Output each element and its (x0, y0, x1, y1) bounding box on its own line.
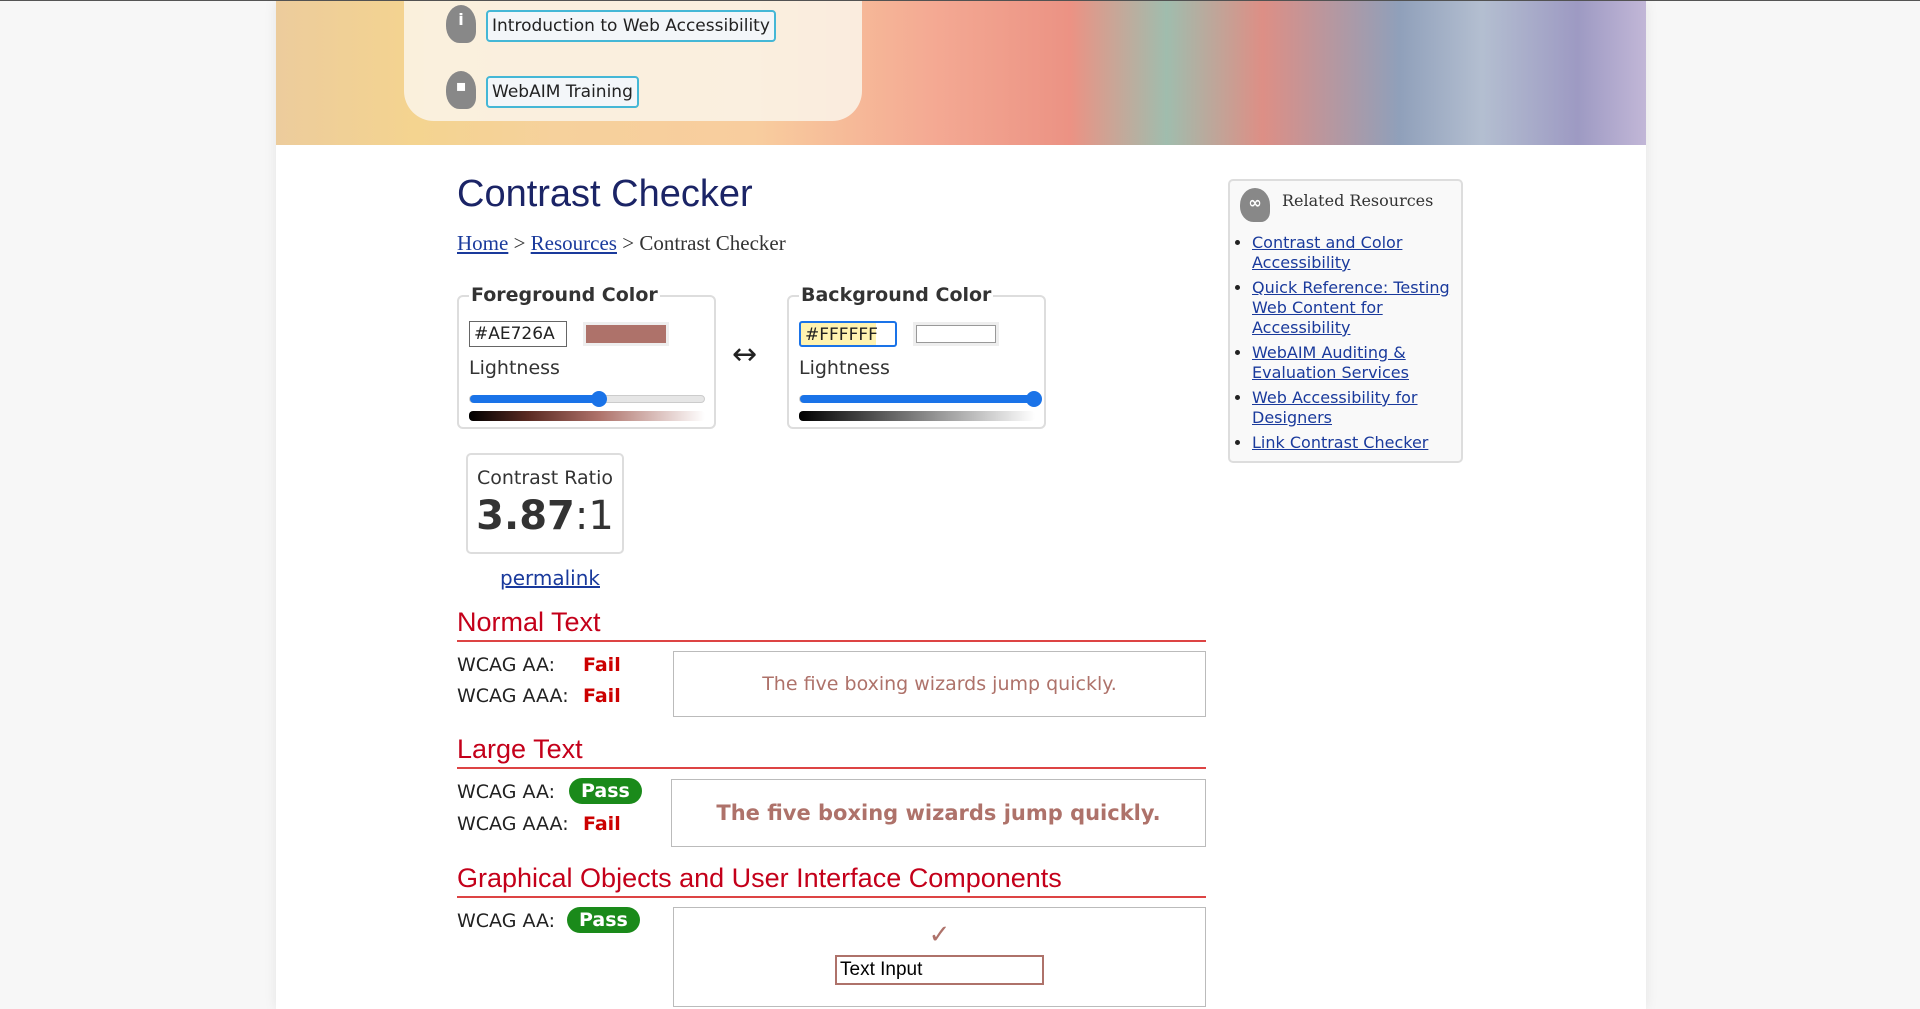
graphical-heading: Graphical Objects and User Interface Com… (457, 863, 1206, 898)
foreground-lightness-label: Lightness (469, 357, 560, 379)
sample-text-input[interactable]: Text Input (835, 955, 1044, 985)
large-text-heading: Large Text (457, 734, 1206, 769)
breadcrumb-resources[interactable]: Resources (530, 231, 617, 255)
training-head-icon: ▪ (446, 71, 476, 109)
swap-colors-button[interactable]: ↔ (732, 337, 758, 372)
slider-fill (800, 395, 1034, 403)
contrast-ratio-label: Contrast Ratio (476, 467, 613, 489)
foreground-swatch[interactable] (583, 322, 669, 346)
normal-text-heading: Normal Text (457, 607, 1206, 642)
related-link[interactable]: WebAIM Auditing & Evaluation Services (1252, 343, 1409, 382)
related-resources-title: Related Resources (1282, 191, 1434, 210)
checkmark-icon: ✓ (928, 920, 951, 950)
large-aa-result: Pass (569, 778, 642, 804)
related-link[interactable]: Quick Reference: Testing Web Content for… (1252, 278, 1450, 337)
background-hex-input[interactable]: #FFFFFF (799, 321, 897, 347)
breadcrumb: Home > Resources > Contrast Checker (457, 231, 786, 256)
foreground-fieldset: Foreground Color #AE726A Lightness (457, 284, 716, 429)
training-link[interactable]: WebAIM Training (486, 76, 639, 108)
related-link-item: Quick Reference: Testing Web Content for… (1252, 278, 1457, 338)
large-text-sample: The five boxing wizards jump quickly. (671, 779, 1206, 847)
graphical-aa-label: WCAG AA: (457, 910, 556, 932)
related-link[interactable]: Contrast and Color Accessibility (1252, 233, 1403, 272)
normal-aa-result: Fail (583, 654, 621, 676)
permalink[interactable]: permalink (500, 566, 600, 590)
large-aa-label: WCAG AA: (457, 781, 556, 803)
foreground-legend: Foreground Color (469, 284, 660, 306)
foreground-lightness-slider[interactable] (469, 391, 705, 407)
background-fieldset: Background Color #FFFFFF Lightness (787, 284, 1046, 429)
related-link[interactable]: Web Accessibility for Designers (1252, 388, 1418, 427)
intro-link[interactable]: Introduction to Web Accessibility (486, 10, 776, 42)
related-link-item: Contrast and Color Accessibility (1252, 233, 1457, 273)
info-head-icon: i (446, 5, 476, 43)
breadcrumb-home[interactable]: Home (457, 231, 509, 255)
contrast-ratio-suffix: :1 (574, 493, 614, 539)
background-lightness-slider[interactable] (799, 391, 1042, 407)
graphical-aa-result: Pass (567, 907, 640, 933)
normal-text-sample: The five boxing wizards jump quickly. (673, 651, 1206, 717)
related-resources: ∞ Related Resources Contrast and Color A… (1228, 179, 1463, 463)
contrast-ratio-value: 3.87 (476, 493, 575, 539)
background-legend: Background Color (799, 284, 994, 306)
normal-aa-label: WCAG AA: (457, 654, 556, 676)
banner-panel: i Introduction to Web Accessibility ▪ We… (404, 1, 862, 121)
background-lightness-gradient (799, 411, 1035, 421)
related-link[interactable]: Link Contrast Checker (1252, 433, 1429, 452)
contrast-ratio-box: Contrast Ratio 3.87:1 (466, 453, 624, 554)
normal-aaa-label: WCAG AAA: (457, 685, 569, 707)
related-link-item: WebAIM Auditing & Evaluation Services (1252, 343, 1457, 383)
page: i Introduction to Web Accessibility ▪ We… (276, 1, 1646, 1009)
background-lightness-label: Lightness (799, 357, 890, 379)
normal-aaa-result: Fail (583, 685, 621, 707)
related-link-item: Link Contrast Checker (1252, 433, 1457, 453)
large-aaa-label: WCAG AAA: (457, 813, 569, 835)
breadcrumb-sep: > (513, 231, 526, 255)
slider-thumb[interactable] (590, 391, 607, 407)
breadcrumb-current: Contrast Checker (639, 231, 786, 255)
related-link-item: Web Accessibility for Designers (1252, 388, 1457, 428)
link-head-icon: ∞ (1240, 188, 1270, 222)
breadcrumb-sep: > (622, 231, 635, 255)
large-aaa-result: Fail (583, 813, 621, 835)
foreground-hex-input[interactable]: #AE726A (469, 321, 567, 347)
foreground-lightness-gradient (469, 411, 705, 421)
page-title: Contrast Checker (457, 173, 753, 215)
slider-thumb[interactable] (1026, 391, 1042, 407)
background-swatch[interactable] (913, 322, 999, 346)
graphical-sample: ✓ Text Input (673, 907, 1206, 1007)
slider-fill (470, 395, 599, 403)
